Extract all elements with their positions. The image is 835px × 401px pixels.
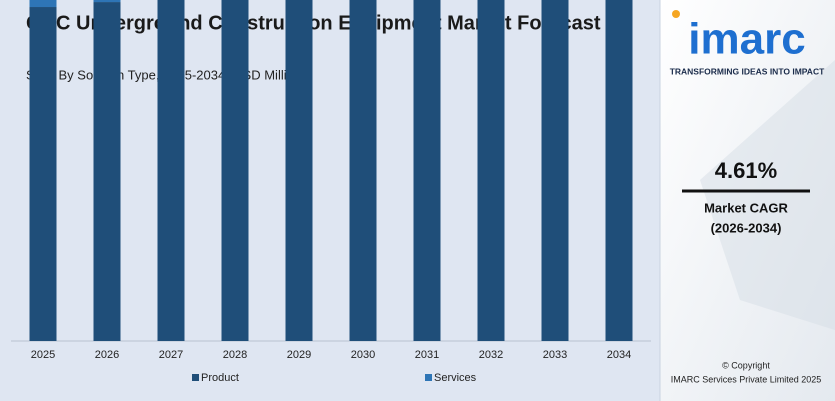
- cagr-label: Market CAGR: [704, 200, 788, 215]
- sidebar-decor: [700, 60, 835, 330]
- cagr-value: 4.61%: [715, 158, 777, 183]
- x-tick-label: 2029: [287, 349, 311, 361]
- x-tick-label: 2028: [223, 349, 247, 361]
- legend-swatch: [192, 374, 199, 381]
- bar-segment: [605, 0, 633, 341]
- bar-segment: [285, 0, 313, 342]
- bar-segment: [29, 0, 57, 8]
- bar-segment: [157, 0, 185, 341]
- x-tick-label: 2033: [543, 349, 567, 361]
- logo-dot: [672, 10, 680, 18]
- x-tick-label: 2031: [415, 349, 439, 361]
- copyright: © Copyright: [722, 360, 770, 370]
- cagr-period: (2026-2034): [711, 220, 782, 235]
- legend-swatch: [425, 374, 432, 381]
- company: IMARC Services Private Limited 2025: [671, 374, 822, 384]
- bar-segment: [221, 0, 249, 342]
- x-tick-label: 2032: [479, 349, 503, 361]
- bar-segment: [93, 0, 121, 3]
- bar-segment: [477, 0, 505, 341]
- bar-segment: [413, 0, 441, 342]
- legend-label: Product: [201, 372, 239, 384]
- bar-segment: [349, 0, 377, 341]
- x-tick-label: 2026: [95, 349, 119, 361]
- x-tick-label: 2030: [351, 349, 375, 361]
- x-tick-label: 2027: [159, 349, 183, 361]
- x-tick-label: 2025: [31, 349, 55, 361]
- bar-segment: [541, 0, 569, 341]
- bar-segment: [93, 2, 121, 342]
- legend-label: Services: [434, 372, 477, 384]
- tagline: TRANSFORMING IDEAS INTO IMPACT: [670, 66, 825, 76]
- logo: imarc: [688, 15, 805, 64]
- bar-segment: [29, 7, 57, 341]
- x-tick-label: 2034: [607, 349, 631, 361]
